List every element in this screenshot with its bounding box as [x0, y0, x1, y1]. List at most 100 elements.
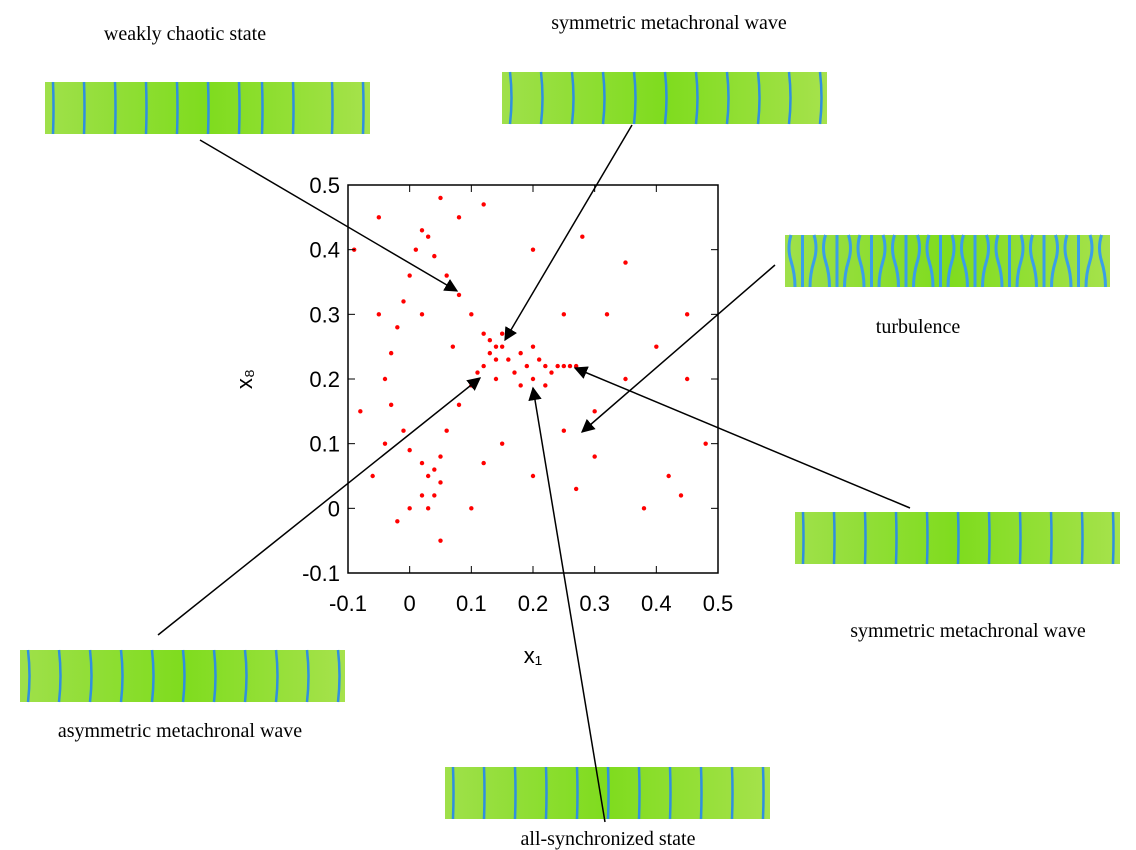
point — [562, 364, 566, 368]
point — [438, 480, 442, 484]
point — [605, 312, 609, 316]
strip-wave — [53, 82, 54, 134]
point — [623, 377, 627, 381]
point — [703, 441, 707, 445]
point — [525, 364, 529, 368]
point — [592, 409, 596, 413]
point — [562, 429, 566, 433]
annotation-arrow — [505, 125, 632, 340]
y-axis-label: x₈ — [232, 369, 257, 389]
point — [494, 377, 498, 381]
point — [420, 461, 424, 465]
point — [370, 474, 374, 478]
strip-wave — [834, 512, 835, 564]
annotation-label: symmetric metachronal wave — [850, 620, 1086, 642]
point — [451, 344, 455, 348]
point — [518, 383, 522, 387]
point — [444, 429, 448, 433]
point — [574, 364, 578, 368]
annotation-label: weakly chaotic state — [104, 23, 266, 45]
point — [592, 454, 596, 458]
annotation-label: turbulence — [876, 316, 961, 338]
point — [494, 344, 498, 348]
strip-wave — [1113, 512, 1114, 564]
strip-wave — [293, 82, 294, 134]
point — [481, 202, 485, 206]
point — [685, 312, 689, 316]
strip-wave — [577, 767, 578, 819]
point — [395, 325, 399, 329]
point — [432, 493, 436, 497]
strip-wave — [670, 767, 671, 819]
point — [420, 312, 424, 316]
point — [481, 461, 485, 465]
x-tick-label: 0.1 — [456, 591, 487, 616]
point — [469, 506, 473, 510]
point — [500, 441, 504, 445]
point — [481, 364, 485, 368]
point — [438, 454, 442, 458]
point — [377, 215, 381, 219]
x-tick-label: 0.3 — [579, 591, 610, 616]
point — [531, 247, 535, 251]
point — [679, 493, 683, 497]
point — [389, 351, 393, 355]
point — [438, 538, 442, 542]
point — [432, 467, 436, 471]
point — [407, 273, 411, 277]
x-tick-label: 0.4 — [641, 591, 672, 616]
point — [389, 403, 393, 407]
point — [457, 215, 461, 219]
x-tick-label: 0 — [404, 591, 416, 616]
strip-wave — [546, 767, 547, 819]
strip-wave — [115, 82, 116, 134]
annotation-arrow — [200, 140, 457, 291]
point — [574, 487, 578, 491]
point — [426, 235, 430, 239]
annotation-arrow — [582, 265, 775, 432]
strip-wave — [927, 512, 928, 564]
point — [469, 312, 473, 316]
y-tick-label: 0.4 — [309, 238, 340, 263]
point — [500, 344, 504, 348]
point — [407, 448, 411, 452]
annotation-label: symmetric metachronal wave — [551, 12, 787, 34]
strip-wave — [896, 512, 897, 564]
strip-wave — [865, 512, 866, 564]
strip-wave — [84, 82, 85, 134]
annotation-arrow — [575, 368, 910, 508]
strip-wave — [177, 82, 178, 134]
strip-wave — [262, 82, 263, 134]
point — [537, 357, 541, 361]
point — [488, 338, 492, 342]
point — [685, 377, 689, 381]
point — [531, 344, 535, 348]
figure: -0.100.10.20.30.40.5-0.100.10.20.30.40.5… — [0, 0, 1136, 850]
strip-wave — [803, 512, 804, 564]
point — [377, 312, 381, 316]
point — [475, 370, 479, 374]
point — [623, 260, 627, 264]
x-tick-label: 0.5 — [703, 591, 734, 616]
y-tick-label: 0 — [328, 496, 340, 521]
point — [506, 357, 510, 361]
pattern-strip — [20, 650, 345, 702]
point — [568, 364, 572, 368]
point — [518, 351, 522, 355]
point — [531, 377, 535, 381]
annotation-label: all-synchronized state — [521, 828, 696, 850]
pattern-strip — [502, 72, 827, 124]
y-tick-label: 0.1 — [309, 432, 340, 457]
point — [666, 474, 670, 478]
point — [407, 506, 411, 510]
point — [555, 364, 559, 368]
point — [494, 357, 498, 361]
point — [531, 474, 535, 478]
strips — [20, 72, 1120, 819]
strip-wave — [989, 512, 990, 564]
y-tick-label: 0.2 — [309, 367, 340, 392]
point — [580, 235, 584, 239]
strip-wave — [958, 512, 959, 564]
strip-wave — [763, 767, 764, 819]
point — [457, 403, 461, 407]
